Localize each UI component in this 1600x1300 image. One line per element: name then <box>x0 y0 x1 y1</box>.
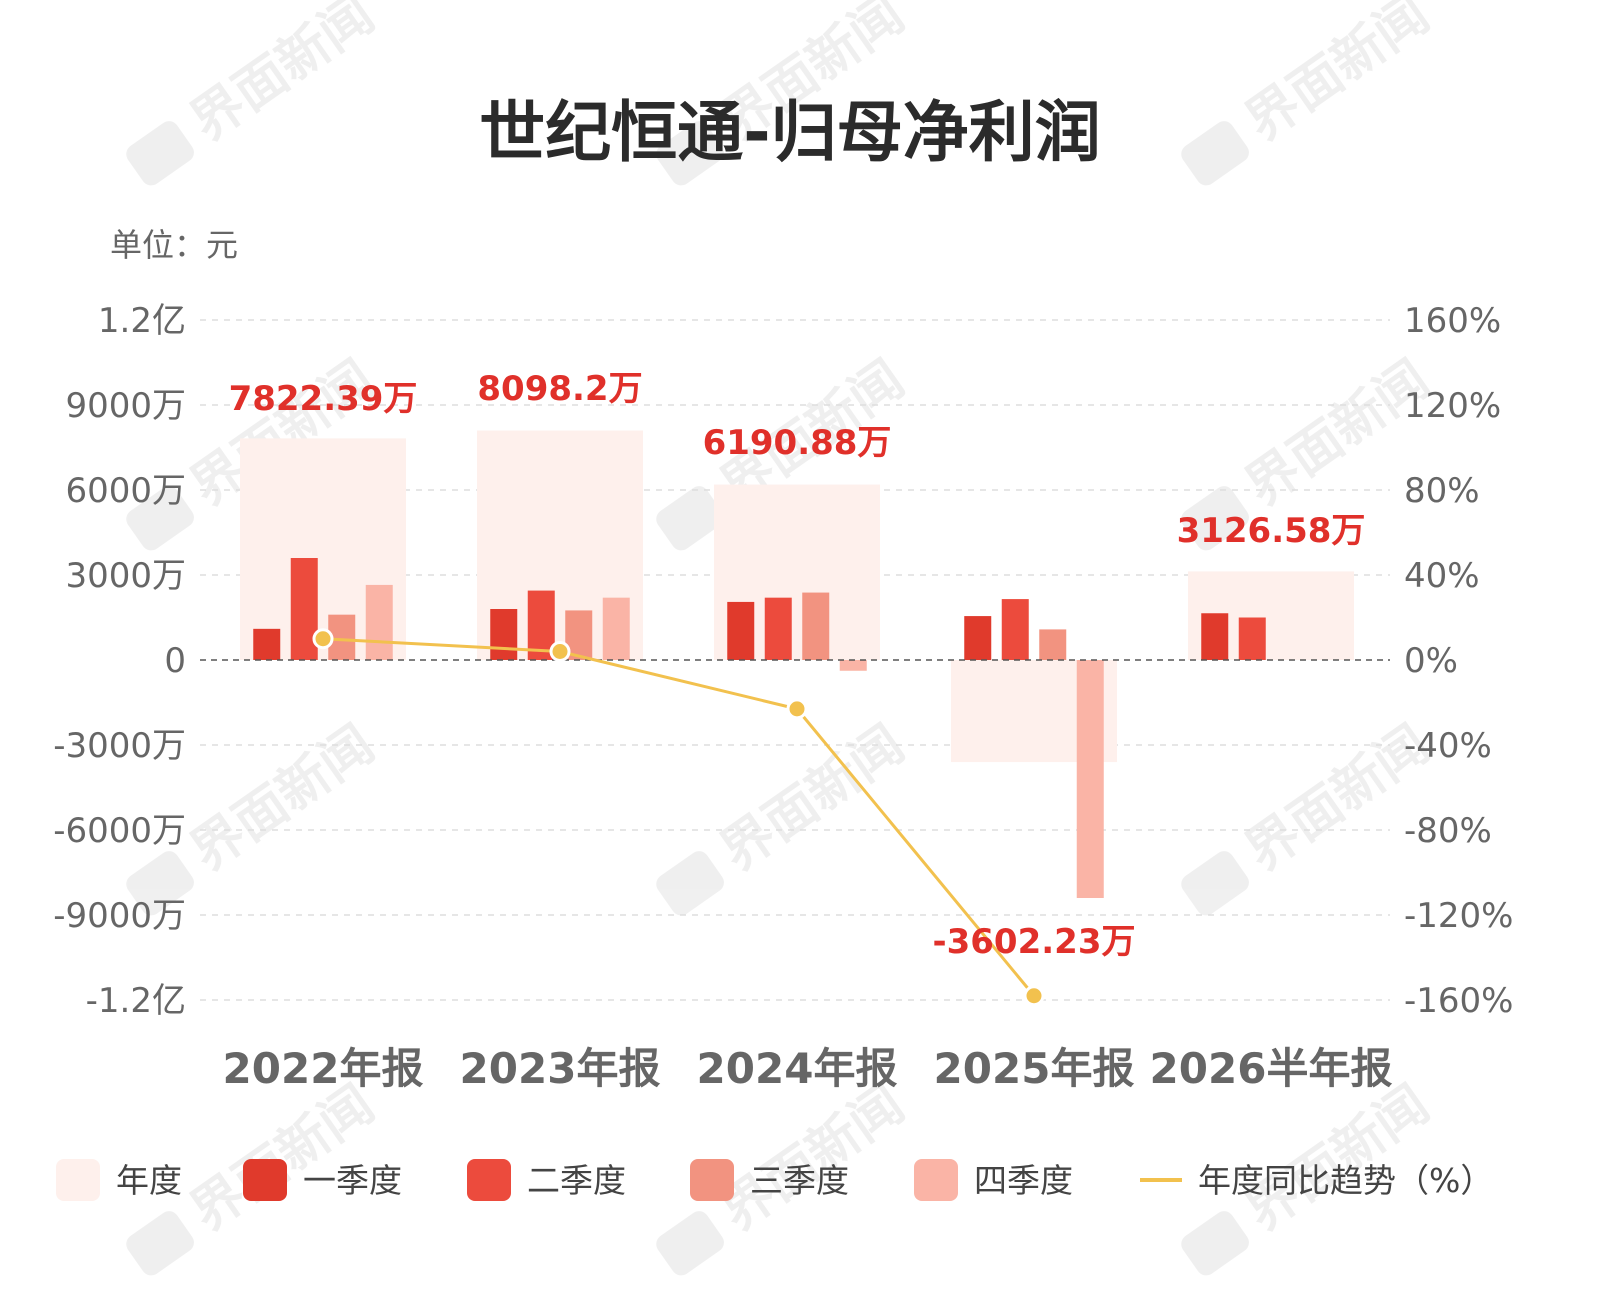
trend-line <box>312 628 1045 1007</box>
watermark-text: 界面新闻 <box>180 714 385 882</box>
watermark-logo-icon <box>1181 851 1249 916</box>
left-tick-label: -9000万 <box>53 896 186 936</box>
legend-label: 三季度 <box>750 1161 849 1200</box>
right-tick-label: -40% <box>1404 726 1492 766</box>
quarter-bar <box>490 609 518 660</box>
quarter-bars <box>253 558 1266 898</box>
left-axis: 1.2亿 9000万 6000万 3000万 0 -3000万 -6000万 -9000万 -1… <box>53 301 186 1021</box>
category-label: 2024年报 <box>697 1044 898 1093</box>
quarter-bar <box>365 584 393 660</box>
right-axis: 160% 120% 80% 40% 0% -40% -80% -120% -160% <box>1404 301 1513 1021</box>
quarter-bar <box>764 597 792 660</box>
left-tick-label: 9000万 <box>65 386 186 426</box>
legend-item: 二季度 <box>467 1159 626 1201</box>
watermark-logo-icon <box>656 851 724 916</box>
left-tick-label: -1.2亿 <box>86 981 186 1021</box>
watermark-logo-icon <box>126 1211 194 1276</box>
watermark: 界面新闻 <box>1181 0 1440 186</box>
quarter-bar <box>964 616 992 660</box>
legend-item: 年度同比趋势（%） <box>1140 1161 1493 1200</box>
watermark-logo-icon <box>656 486 724 551</box>
right-tick-label: 120% <box>1404 386 1501 426</box>
chart-title: 世纪恒通-归母净利润 <box>479 94 1100 171</box>
category-label: 2026半年报 <box>1150 1044 1393 1093</box>
quarter-bar <box>1001 599 1029 660</box>
right-tick-label: 0% <box>1404 641 1458 681</box>
legend-label: 二季度 <box>527 1161 626 1200</box>
watermark-logo-icon <box>126 851 194 916</box>
watermark: 界面新闻 <box>126 0 385 186</box>
watermark-logo-icon <box>656 121 724 186</box>
right-tick-label: 80% <box>1404 471 1480 511</box>
left-tick-label: 3000万 <box>65 556 186 596</box>
left-tick-label: 1.2亿 <box>98 301 186 341</box>
quarter-bar <box>253 628 281 660</box>
right-tick-label: -160% <box>1404 981 1513 1021</box>
legend-swatch <box>243 1159 287 1201</box>
right-tick-label: 160% <box>1404 301 1501 341</box>
trend-point <box>312 628 334 650</box>
legend-label: 四季度 <box>974 1161 1073 1200</box>
legend-item: 四季度 <box>914 1159 1073 1201</box>
watermark-text: 界面新闻 <box>180 1074 385 1242</box>
trend-point <box>549 641 571 662</box>
watermark-text: 界面新闻 <box>1235 0 1440 153</box>
left-tick-label: -6000万 <box>53 811 186 851</box>
watermark-logo-icon <box>656 1211 724 1276</box>
watermark: 界面新闻 <box>656 714 915 916</box>
quarter-bar <box>1039 629 1067 660</box>
legend-swatch <box>56 1159 100 1201</box>
watermark: 界面新闻 <box>1181 714 1440 916</box>
category-label: 2023年报 <box>460 1044 661 1093</box>
unit-label: 单位：元 <box>110 226 238 264</box>
quarter-bar <box>1201 613 1229 660</box>
quarter-bar <box>802 592 830 660</box>
watermark-logo-icon <box>1181 1211 1249 1276</box>
legend-label: 年度同比趋势（%） <box>1198 1161 1493 1200</box>
legend-swatch <box>467 1159 511 1201</box>
quarter-bar <box>1076 660 1104 898</box>
annual-value-label: -3602.23万 <box>933 922 1136 962</box>
annual-value-label: 6190.88万 <box>703 423 892 463</box>
quarter-bar <box>727 601 755 660</box>
annual-labels: 7822.39万 8098.2万 6190.88万 -3602.23万 3126.58万 <box>229 369 1366 962</box>
legend-item: 三季度 <box>690 1159 849 1201</box>
legend: 年度 一季度 二季度 三季度 四季度 年度同比趋势（%） <box>56 1159 1493 1201</box>
watermark-text: 界面新闻 <box>1235 1074 1440 1242</box>
annual-value-label: 8098.2万 <box>477 369 642 409</box>
watermark-logo-icon <box>126 486 194 551</box>
watermark-text: 界面新闻 <box>180 0 385 153</box>
quarter-bar <box>290 558 318 660</box>
quarter-bar <box>1238 617 1266 660</box>
category-labels: 2022年报 2023年报 2024年报 2025年报 2026半年报 <box>223 1044 1393 1093</box>
right-tick-label: 40% <box>1404 556 1480 596</box>
legend-swatch <box>914 1159 958 1201</box>
trend-point <box>786 698 808 720</box>
watermark-text: 界面新闻 <box>710 714 915 882</box>
legend-item: 年度 <box>56 1159 182 1201</box>
left-tick-label: 0 <box>164 641 186 681</box>
annual-value-label: 3126.58万 <box>1177 511 1366 551</box>
trend-polyline <box>322 637 1036 997</box>
left-tick-label: -3000万 <box>53 726 186 766</box>
right-tick-label: -80% <box>1404 811 1492 851</box>
category-label: 2025年报 <box>934 1044 1135 1093</box>
legend-label: 年度 <box>116 1161 182 1200</box>
watermark-logo-icon <box>1181 486 1249 551</box>
watermark-logo-icon <box>126 121 194 186</box>
quarter-bar <box>602 597 630 660</box>
legend-item: 一季度 <box>243 1159 402 1201</box>
quarter-bar <box>839 660 867 671</box>
left-tick-label: 6000万 <box>65 471 186 511</box>
legend-label: 一季度 <box>303 1161 402 1200</box>
annual-value-label: 7822.39万 <box>229 379 418 419</box>
category-label: 2022年报 <box>223 1044 424 1093</box>
watermark-text: 界面新闻 <box>710 1074 915 1242</box>
legend-swatch <box>690 1159 734 1201</box>
watermark-logo-icon <box>1181 121 1249 186</box>
right-tick-label: -120% <box>1404 896 1513 936</box>
trend-point <box>1023 985 1045 1007</box>
